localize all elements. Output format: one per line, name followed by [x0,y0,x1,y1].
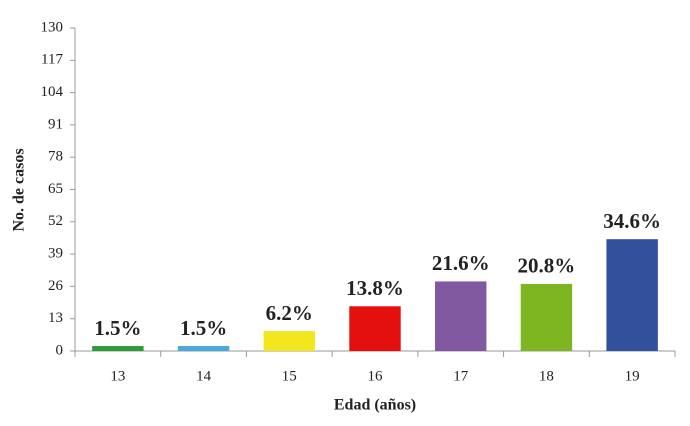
y-tick-label: 52 [48,213,63,229]
x-tick-label: 16 [368,368,384,384]
bar [92,346,144,351]
y-tick-label: 78 [48,149,63,165]
value-label: 21.6% [432,251,490,275]
value-label: 1.5% [180,316,227,340]
y-tick-label: 117 [41,52,63,68]
bar [349,306,401,351]
x-tick-label: 17 [453,368,469,384]
x-tick-label: 15 [282,368,297,384]
value-label: 34.6% [603,209,661,233]
y-tick-label: 104 [41,84,64,100]
bar [606,239,658,351]
value-label: 13.8% [346,276,404,300]
y-tick-label: 0 [56,342,64,358]
y-tick-label: 39 [48,246,63,262]
value-label: 20.8% [518,254,576,278]
y-tick-label: 130 [41,19,64,35]
value-label: 1.5% [94,316,141,340]
bar [435,281,487,351]
bar [263,331,315,351]
y-tick-label: 65 [48,181,63,197]
value-label: 6.2% [266,301,313,325]
x-tick-label: 19 [625,368,640,384]
y-axis-title: No. de casos [11,148,28,231]
y-tick-label: 26 [48,278,64,294]
y-tick-label: 13 [48,310,63,326]
x-tick-label: 14 [196,368,212,384]
x-axis-title: Edad (años) [334,397,416,414]
bar [177,346,230,351]
x-tick-label: 18 [539,368,554,384]
x-tick-label: 13 [110,368,125,384]
y-tick-label: 91 [48,116,63,132]
bar [520,283,573,351]
